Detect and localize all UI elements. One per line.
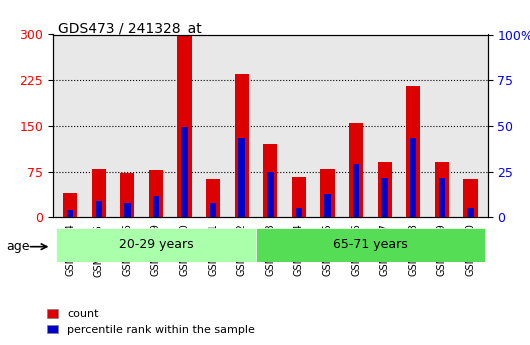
Bar (439, 178, 445, 217)
Text: 65-71 years: 65-71 years (333, 238, 408, 252)
Bar (238, 138, 245, 217)
Bar (296, 208, 302, 217)
Bar (56, 228, 256, 262)
Bar (267, 171, 273, 217)
Bar (181, 127, 188, 217)
Bar (377, 162, 392, 217)
Text: GDS473 / 241328_at: GDS473 / 241328_at (58, 22, 202, 37)
Legend: count, percentile rank within the sample: count, percentile rank within the sample (42, 305, 259, 339)
Bar (92, 169, 106, 217)
Bar (153, 196, 159, 217)
Bar (382, 178, 388, 217)
Text: 20-29 years: 20-29 years (119, 238, 193, 252)
Bar (120, 173, 135, 217)
Bar (235, 74, 249, 217)
Bar (292, 177, 306, 217)
Bar (406, 86, 420, 217)
Bar (63, 193, 77, 217)
Text: age: age (6, 240, 30, 253)
Bar (467, 208, 474, 217)
Bar (324, 194, 331, 217)
Bar (178, 34, 192, 217)
Bar (149, 170, 163, 217)
Bar (95, 201, 102, 217)
Bar (320, 169, 334, 217)
Bar (67, 210, 73, 217)
Bar (206, 179, 220, 217)
Bar (124, 203, 130, 217)
Bar (256, 228, 485, 262)
Bar (435, 162, 449, 217)
Bar (410, 138, 417, 217)
Bar (463, 179, 478, 217)
Bar (353, 164, 359, 217)
Bar (210, 203, 216, 217)
Bar (349, 123, 363, 217)
Bar (263, 144, 277, 217)
